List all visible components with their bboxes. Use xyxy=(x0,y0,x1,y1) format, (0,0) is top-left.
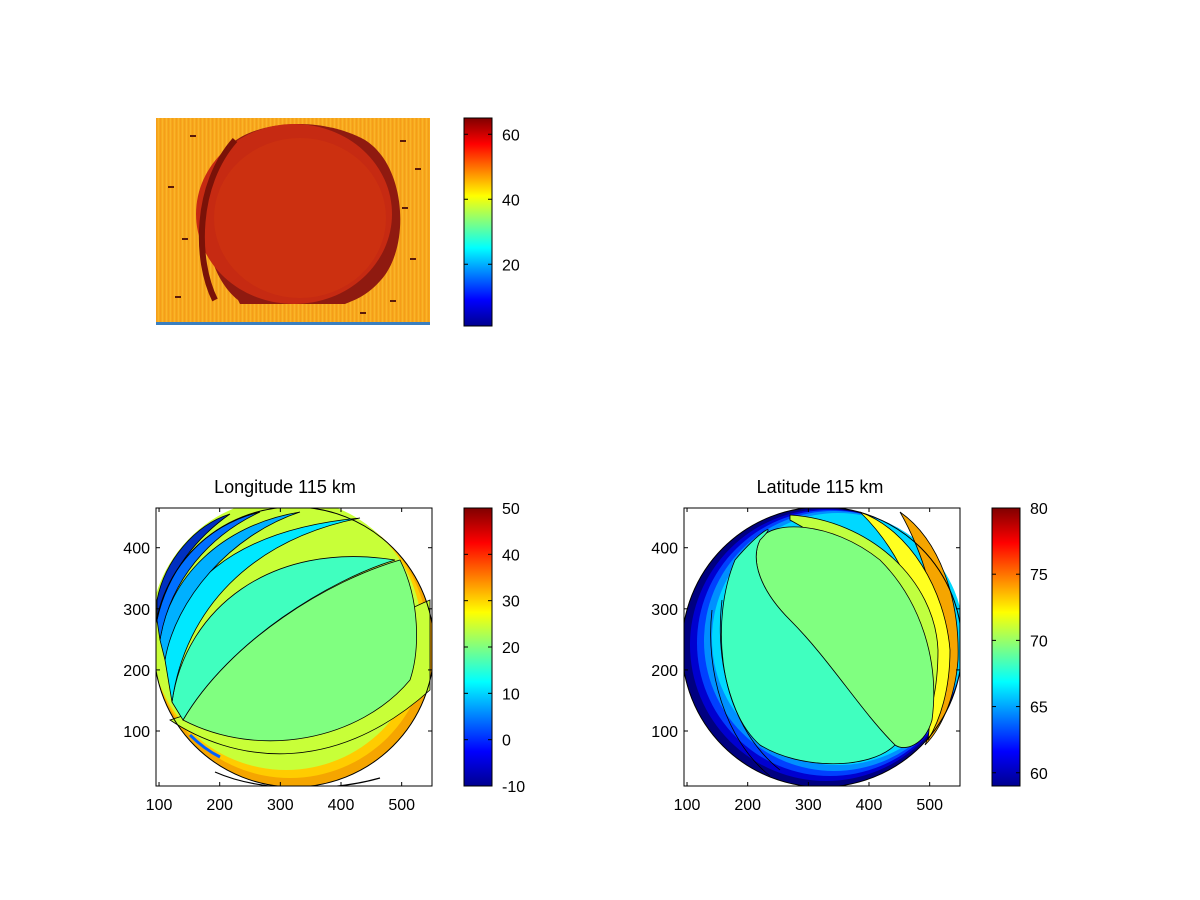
speckles xyxy=(168,135,421,314)
colorbar-latitude-tick-label: 70 xyxy=(1030,633,1048,650)
longitude-y-tick-label: 200 xyxy=(123,663,150,680)
colorbar-longitude-tick-label: 30 xyxy=(502,594,520,611)
longitude-x-ticks: 100 200 300 400 500 xyxy=(146,508,415,814)
latitude-y-tick-label: 300 xyxy=(651,602,678,619)
latitude-y-ticks: 100 200 300 400 xyxy=(651,541,960,741)
longitude-y-tick-label: 100 xyxy=(123,724,150,741)
longitude-y-tick-label: 400 xyxy=(123,541,150,558)
longitude-y-ticks: 100 200 300 400 xyxy=(123,541,432,741)
colorbar-latitude-gradient xyxy=(991,507,1021,787)
latitude-title: Latitude 115 km xyxy=(757,477,884,497)
longitude-panel: Longitude 115 km 100 200 300 400 500 100 200 3… xyxy=(123,477,433,814)
colorbar-ticks: 20 40 60 -10 0 10 20 30 40 50 60 65 70 75 80 xyxy=(464,127,1048,796)
colorbar-latitude-tick-label: 80 xyxy=(1030,501,1048,518)
colorbar-longitude xyxy=(463,507,493,787)
colorbar-latitude xyxy=(991,507,1021,787)
colorbar-latitude-tick-label: 65 xyxy=(1030,700,1048,717)
colorbar-longitude-gradient xyxy=(463,507,493,787)
longitude-disk xyxy=(156,508,432,786)
colorbar-image-tick-label: 20 xyxy=(502,257,520,274)
colorbar-image-gradient xyxy=(463,117,493,327)
colorbar-longitude-tick-label: 40 xyxy=(502,547,520,564)
latitude-panel: Latitude 115 km 100 200 300 400 500 100 200 30… xyxy=(651,477,961,814)
longitude-x-tick-label: 100 xyxy=(146,797,173,814)
colorbar-image-tick-label: 60 xyxy=(502,127,520,144)
longitude-x-tick-label: 400 xyxy=(328,797,355,814)
colorbar-image xyxy=(463,117,493,327)
disk-edge-left xyxy=(198,138,238,302)
colorbar-longitude-tick-label: 0 xyxy=(502,733,511,750)
latitude-y-tick-label: 200 xyxy=(651,663,678,680)
colorbar-longitude-tick-label: -10 xyxy=(502,779,525,796)
longitude-title: Longitude 115 km xyxy=(214,477,356,497)
image-panel xyxy=(156,118,430,325)
latitude-axes-frame xyxy=(683,507,961,787)
colorbar-image-tick-label: 40 xyxy=(502,192,520,209)
colorbar-latitude-tick-label: 75 xyxy=(1030,567,1048,584)
latitude-x-tick-label: 400 xyxy=(856,797,883,814)
longitude-x-tick-label: 500 xyxy=(388,797,415,814)
disk-inner xyxy=(214,138,386,298)
longitude-axes-frame xyxy=(155,507,433,787)
latitude-x-ticks: 100 200 300 400 500 xyxy=(674,508,943,814)
colorbar-longitude-tick-label: 10 xyxy=(502,686,520,703)
image-bottom-line xyxy=(156,322,430,325)
latitude-x-tick-label: 300 xyxy=(795,797,822,814)
longitude-x-tick-label: 200 xyxy=(206,797,233,814)
latitude-x-tick-label: 100 xyxy=(674,797,701,814)
colorbar-longitude-tick-label: 50 xyxy=(502,501,520,518)
latitude-disk xyxy=(684,508,960,786)
latitude-x-tick-label: 200 xyxy=(734,797,761,814)
colorbar-latitude-tick-label: 60 xyxy=(1030,766,1048,783)
colorbar-longitude-tick-label: 20 xyxy=(502,640,520,657)
longitude-x-tick-label: 300 xyxy=(267,797,294,814)
longitude-y-tick-label: 300 xyxy=(123,602,150,619)
latitude-x-tick-label: 500 xyxy=(916,797,943,814)
latitude-y-tick-label: 400 xyxy=(651,541,678,558)
latitude-y-tick-label: 100 xyxy=(651,724,678,741)
